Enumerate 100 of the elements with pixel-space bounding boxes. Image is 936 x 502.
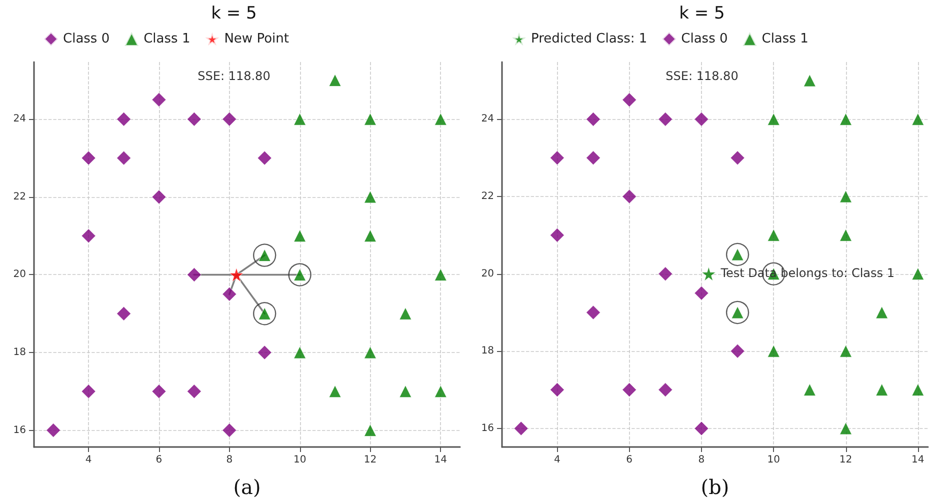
x-tick-label: 10 bbox=[767, 454, 780, 466]
point bbox=[586, 150, 601, 166]
point bbox=[767, 228, 780, 242]
point bbox=[222, 423, 237, 438]
x-tick-label: 12 bbox=[839, 454, 852, 466]
x-tick-label: 4 bbox=[85, 454, 92, 466]
point bbox=[622, 92, 637, 108]
point bbox=[912, 112, 924, 126]
point bbox=[186, 112, 202, 126]
x-tick-label: 8 bbox=[698, 454, 705, 466]
legend-label: Class 0 bbox=[681, 32, 728, 46]
point bbox=[840, 112, 852, 126]
point bbox=[294, 230, 306, 242]
x-axis-title: (b) bbox=[700, 475, 730, 499]
point bbox=[328, 74, 342, 87]
point bbox=[186, 267, 202, 282]
point bbox=[514, 421, 528, 436]
y-tick-label: 20 bbox=[13, 269, 26, 280]
point bbox=[701, 266, 716, 282]
point bbox=[116, 150, 132, 166]
x-tick-label: 14 bbox=[434, 454, 448, 466]
point bbox=[730, 150, 745, 166]
y-tick-label: 18 bbox=[13, 347, 26, 358]
point bbox=[81, 228, 96, 244]
point bbox=[116, 306, 132, 321]
point bbox=[434, 385, 447, 398]
point bbox=[364, 346, 376, 359]
y-tick-label: 22 bbox=[13, 191, 26, 202]
point bbox=[257, 150, 272, 166]
point bbox=[364, 190, 376, 204]
point bbox=[364, 112, 376, 126]
point bbox=[550, 150, 564, 166]
point bbox=[222, 286, 237, 302]
annotation: SSE: 118.80 bbox=[198, 69, 270, 83]
point bbox=[364, 424, 376, 437]
x-tick-label: 10 bbox=[293, 454, 306, 466]
point bbox=[229, 267, 244, 282]
point bbox=[726, 300, 750, 324]
point bbox=[876, 306, 888, 319]
legend-label: Class 1 bbox=[762, 32, 808, 46]
legend-label: Class 1 bbox=[144, 32, 190, 46]
point bbox=[81, 384, 96, 399]
point bbox=[46, 423, 61, 438]
legend-label: New Point bbox=[224, 32, 289, 46]
legend-label: Class 0 bbox=[63, 32, 110, 46]
point bbox=[622, 189, 637, 204]
point bbox=[253, 244, 276, 267]
y-tick-label: 22 bbox=[481, 191, 494, 202]
y-tick-label: 18 bbox=[481, 346, 494, 357]
chart-title: k = 5 bbox=[679, 4, 725, 24]
point bbox=[658, 112, 673, 126]
point bbox=[767, 112, 780, 126]
point bbox=[840, 422, 852, 435]
point bbox=[364, 230, 376, 242]
point bbox=[658, 266, 673, 282]
point bbox=[876, 384, 888, 396]
point bbox=[253, 302, 276, 326]
point bbox=[694, 112, 709, 126]
x-axis-title: (a) bbox=[233, 475, 261, 499]
point bbox=[81, 150, 96, 166]
point bbox=[152, 92, 166, 107]
point bbox=[658, 382, 673, 398]
y-tick-label: 20 bbox=[481, 268, 494, 280]
point bbox=[726, 242, 750, 266]
point bbox=[186, 384, 202, 399]
point bbox=[222, 112, 237, 126]
point bbox=[840, 190, 852, 203]
x-tick-label: 4 bbox=[554, 454, 560, 466]
y-tick-label: 24 bbox=[13, 114, 26, 125]
point bbox=[152, 384, 166, 399]
point bbox=[399, 307, 412, 320]
point bbox=[694, 421, 709, 436]
point bbox=[840, 344, 852, 358]
point bbox=[399, 385, 412, 398]
point bbox=[294, 112, 306, 126]
x-tick-label: 14 bbox=[912, 454, 924, 466]
legend-label: Predicted Class: 1 bbox=[531, 32, 648, 46]
x-tick-label: 6 bbox=[156, 454, 162, 466]
point bbox=[152, 190, 166, 204]
x-tick-label: 6 bbox=[626, 454, 633, 466]
y-tick-label: 16 bbox=[13, 424, 26, 436]
chart-title: k = 5 bbox=[211, 4, 257, 24]
annotation: SSE: 118.80 bbox=[666, 69, 738, 83]
y-tick-label: 24 bbox=[481, 114, 494, 125]
point bbox=[694, 286, 709, 300]
point bbox=[550, 228, 564, 242]
point bbox=[586, 112, 601, 126]
point bbox=[803, 74, 816, 87]
point bbox=[840, 228, 852, 242]
y-tick-label: 16 bbox=[481, 422, 494, 434]
x-tick-label: 12 bbox=[364, 454, 377, 466]
point bbox=[116, 112, 132, 126]
x-tick-label: 8 bbox=[226, 454, 233, 466]
point bbox=[288, 263, 312, 286]
point bbox=[294, 346, 306, 359]
point bbox=[434, 268, 447, 281]
point bbox=[912, 384, 924, 396]
point bbox=[803, 384, 816, 396]
point bbox=[912, 268, 924, 280]
point bbox=[586, 305, 601, 320]
